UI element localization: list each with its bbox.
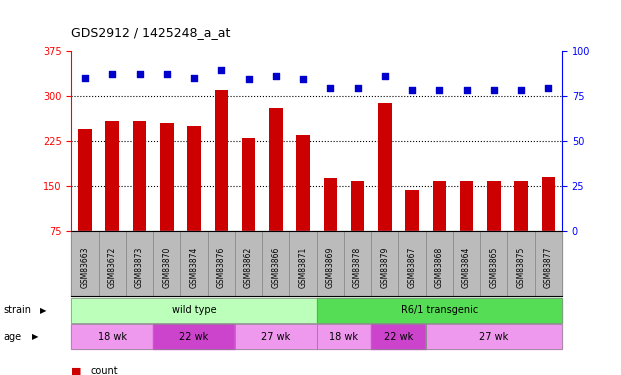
Point bbox=[407, 87, 417, 93]
Bar bbox=[487, 182, 501, 231]
Text: GSM83865: GSM83865 bbox=[489, 246, 499, 288]
Bar bbox=[214, 90, 228, 231]
Text: wild type: wild type bbox=[172, 305, 216, 315]
Text: strain: strain bbox=[3, 305, 31, 315]
Bar bbox=[296, 135, 310, 231]
Text: 27 wk: 27 wk bbox=[479, 332, 509, 342]
Bar bbox=[406, 190, 419, 231]
Point bbox=[461, 87, 471, 93]
Point bbox=[543, 86, 553, 92]
Point bbox=[516, 87, 526, 93]
Text: 22 wk: 22 wk bbox=[179, 332, 209, 342]
Bar bbox=[242, 138, 255, 231]
Point bbox=[325, 86, 335, 92]
Text: GSM83877: GSM83877 bbox=[544, 246, 553, 288]
Text: GDS2912 / 1425248_a_at: GDS2912 / 1425248_a_at bbox=[71, 26, 231, 39]
Point bbox=[162, 71, 172, 77]
Text: GSM83879: GSM83879 bbox=[380, 246, 389, 288]
Text: GSM83868: GSM83868 bbox=[435, 247, 444, 288]
Text: ■: ■ bbox=[71, 366, 82, 375]
Text: GSM83864: GSM83864 bbox=[462, 246, 471, 288]
Bar bbox=[160, 123, 174, 231]
Text: 18 wk: 18 wk bbox=[330, 332, 358, 342]
Text: GSM83866: GSM83866 bbox=[271, 246, 280, 288]
Point bbox=[434, 87, 444, 93]
Text: GSM83875: GSM83875 bbox=[517, 246, 525, 288]
Point bbox=[298, 76, 308, 82]
Point bbox=[107, 71, 117, 77]
Text: GSM83672: GSM83672 bbox=[108, 246, 117, 288]
Bar bbox=[106, 121, 119, 231]
Text: GSM83869: GSM83869 bbox=[326, 246, 335, 288]
Bar bbox=[433, 181, 446, 231]
Bar bbox=[324, 178, 337, 231]
Text: GSM83873: GSM83873 bbox=[135, 246, 144, 288]
Text: GSM83878: GSM83878 bbox=[353, 247, 362, 288]
Text: ▶: ▶ bbox=[32, 332, 39, 341]
Bar bbox=[188, 126, 201, 231]
Bar bbox=[378, 103, 392, 231]
Text: GSM83871: GSM83871 bbox=[299, 247, 307, 288]
Point bbox=[80, 75, 90, 81]
Bar bbox=[514, 182, 528, 231]
Text: 27 wk: 27 wk bbox=[261, 332, 291, 342]
Text: GSM83663: GSM83663 bbox=[81, 246, 89, 288]
Text: GSM83870: GSM83870 bbox=[162, 246, 171, 288]
Bar bbox=[269, 108, 283, 231]
Text: 18 wk: 18 wk bbox=[97, 332, 127, 342]
Point bbox=[271, 73, 281, 79]
Point bbox=[189, 75, 199, 81]
Bar bbox=[351, 182, 365, 231]
Text: 22 wk: 22 wk bbox=[384, 332, 413, 342]
Bar bbox=[133, 122, 147, 231]
Text: count: count bbox=[90, 366, 117, 375]
Point bbox=[135, 71, 145, 77]
Bar bbox=[542, 177, 555, 231]
Point bbox=[243, 76, 253, 82]
Point bbox=[380, 73, 390, 79]
Text: GSM83876: GSM83876 bbox=[217, 246, 226, 288]
Point bbox=[489, 87, 499, 93]
Point bbox=[353, 86, 363, 92]
Text: GSM83874: GSM83874 bbox=[189, 246, 199, 288]
Bar bbox=[78, 129, 92, 231]
Text: age: age bbox=[3, 332, 21, 342]
Text: GSM83867: GSM83867 bbox=[407, 246, 417, 288]
Text: ▶: ▶ bbox=[40, 306, 47, 315]
Text: R6/1 transgenic: R6/1 transgenic bbox=[401, 305, 478, 315]
Text: GSM83862: GSM83862 bbox=[244, 247, 253, 288]
Bar bbox=[460, 182, 473, 231]
Point bbox=[216, 68, 226, 74]
